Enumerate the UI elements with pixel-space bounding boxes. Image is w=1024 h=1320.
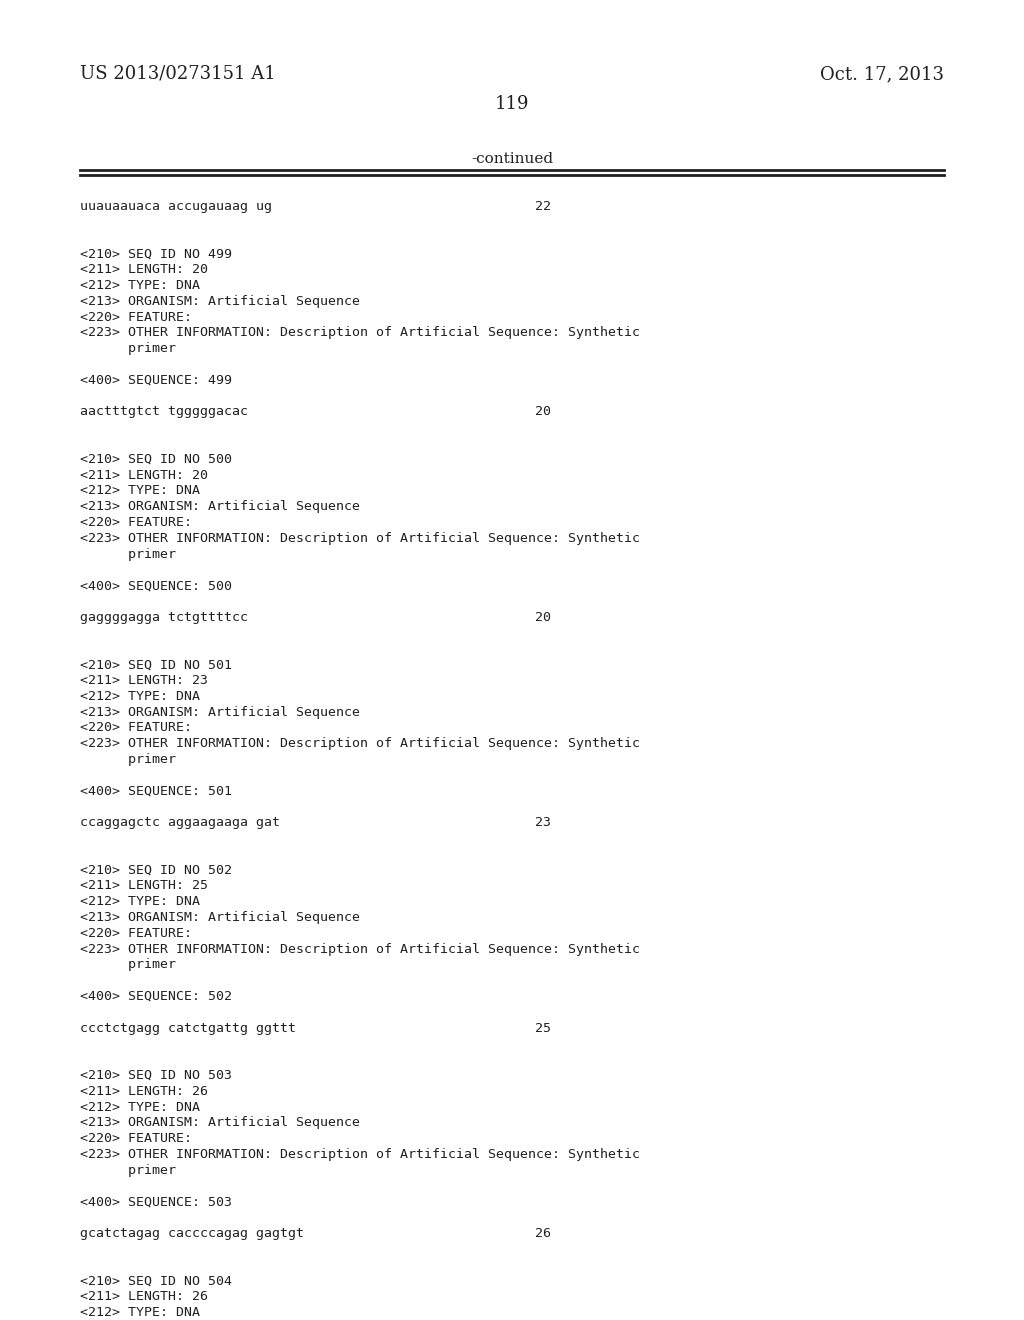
- Text: US 2013/0273151 A1: US 2013/0273151 A1: [80, 65, 275, 83]
- Text: primer: primer: [80, 342, 176, 355]
- Text: gaggggagga tctgttttcc: gaggggagga tctgttttcc: [80, 611, 248, 624]
- Text: 23: 23: [535, 816, 551, 829]
- Text: -continued: -continued: [471, 152, 553, 166]
- Text: 26: 26: [535, 1228, 551, 1239]
- Text: <210> SEQ ID NO 502: <210> SEQ ID NO 502: [80, 863, 232, 876]
- Text: <212> TYPE: DNA: <212> TYPE: DNA: [80, 690, 200, 702]
- Text: <212> TYPE: DNA: <212> TYPE: DNA: [80, 279, 200, 292]
- Text: <210> SEQ ID NO 500: <210> SEQ ID NO 500: [80, 453, 232, 466]
- Text: <223> OTHER INFORMATION: Description of Artificial Sequence: Synthetic: <223> OTHER INFORMATION: Description of …: [80, 532, 640, 545]
- Text: 20: 20: [535, 611, 551, 624]
- Text: uuauaauaca accugauaag ug: uuauaauaca accugauaag ug: [80, 201, 272, 213]
- Text: <400> SEQUENCE: 499: <400> SEQUENCE: 499: [80, 374, 232, 387]
- Text: 119: 119: [495, 95, 529, 114]
- Text: <213> ORGANISM: Artificial Sequence: <213> ORGANISM: Artificial Sequence: [80, 706, 360, 718]
- Text: primer: primer: [80, 548, 176, 561]
- Text: <211> LENGTH: 20: <211> LENGTH: 20: [80, 469, 208, 482]
- Text: <213> ORGANISM: Artificial Sequence: <213> ORGANISM: Artificial Sequence: [80, 1117, 360, 1130]
- Text: <400> SEQUENCE: 502: <400> SEQUENCE: 502: [80, 990, 232, 1003]
- Text: Oct. 17, 2013: Oct. 17, 2013: [820, 65, 944, 83]
- Text: <212> TYPE: DNA: <212> TYPE: DNA: [80, 484, 200, 498]
- Text: ccaggagctc aggaagaaga gat: ccaggagctc aggaagaaga gat: [80, 816, 280, 829]
- Text: <223> OTHER INFORMATION: Description of Artificial Sequence: Synthetic: <223> OTHER INFORMATION: Description of …: [80, 326, 640, 339]
- Text: <220> FEATURE:: <220> FEATURE:: [80, 310, 193, 323]
- Text: <400> SEQUENCE: 503: <400> SEQUENCE: 503: [80, 1196, 232, 1208]
- Text: <213> ORGANISM: Artificial Sequence: <213> ORGANISM: Artificial Sequence: [80, 294, 360, 308]
- Text: <220> FEATURE:: <220> FEATURE:: [80, 516, 193, 529]
- Text: <400> SEQUENCE: 500: <400> SEQUENCE: 500: [80, 579, 232, 593]
- Text: 25: 25: [535, 1022, 551, 1035]
- Text: <212> TYPE: DNA: <212> TYPE: DNA: [80, 895, 200, 908]
- Text: primer: primer: [80, 958, 176, 972]
- Text: <210> SEQ ID NO 499: <210> SEQ ID NO 499: [80, 247, 232, 260]
- Text: <223> OTHER INFORMATION: Description of Artificial Sequence: Synthetic: <223> OTHER INFORMATION: Description of …: [80, 942, 640, 956]
- Text: <211> LENGTH: 20: <211> LENGTH: 20: [80, 263, 208, 276]
- Text: <212> TYPE: DNA: <212> TYPE: DNA: [80, 1101, 200, 1114]
- Text: <211> LENGTH: 26: <211> LENGTH: 26: [80, 1085, 208, 1098]
- Text: <213> ORGANISM: Artificial Sequence: <213> ORGANISM: Artificial Sequence: [80, 911, 360, 924]
- Text: <223> OTHER INFORMATION: Description of Artificial Sequence: Synthetic: <223> OTHER INFORMATION: Description of …: [80, 737, 640, 750]
- Text: <211> LENGTH: 26: <211> LENGTH: 26: [80, 1290, 208, 1303]
- Text: primer: primer: [80, 1164, 176, 1177]
- Text: <211> LENGTH: 25: <211> LENGTH: 25: [80, 879, 208, 892]
- Text: <210> SEQ ID NO 503: <210> SEQ ID NO 503: [80, 1069, 232, 1082]
- Text: <220> FEATURE:: <220> FEATURE:: [80, 927, 193, 940]
- Text: <220> FEATURE:: <220> FEATURE:: [80, 1133, 193, 1146]
- Text: <211> LENGTH: 23: <211> LENGTH: 23: [80, 675, 208, 686]
- Text: <220> FEATURE:: <220> FEATURE:: [80, 722, 193, 734]
- Text: 22: 22: [535, 201, 551, 213]
- Text: 20: 20: [535, 405, 551, 418]
- Text: aactttgtct tgggggacac: aactttgtct tgggggacac: [80, 405, 248, 418]
- Text: <210> SEQ ID NO 501: <210> SEQ ID NO 501: [80, 659, 232, 671]
- Text: <210> SEQ ID NO 504: <210> SEQ ID NO 504: [80, 1274, 232, 1287]
- Text: <213> ORGANISM: Artificial Sequence: <213> ORGANISM: Artificial Sequence: [80, 500, 360, 513]
- Text: <223> OTHER INFORMATION: Description of Artificial Sequence: Synthetic: <223> OTHER INFORMATION: Description of …: [80, 1148, 640, 1162]
- Text: <400> SEQUENCE: 501: <400> SEQUENCE: 501: [80, 784, 232, 797]
- Text: primer: primer: [80, 752, 176, 766]
- Text: ccctctgagg catctgattg ggttt: ccctctgagg catctgattg ggttt: [80, 1022, 296, 1035]
- Text: gcatctagag caccccagag gagtgt: gcatctagag caccccagag gagtgt: [80, 1228, 304, 1239]
- Text: <212> TYPE: DNA: <212> TYPE: DNA: [80, 1305, 200, 1319]
